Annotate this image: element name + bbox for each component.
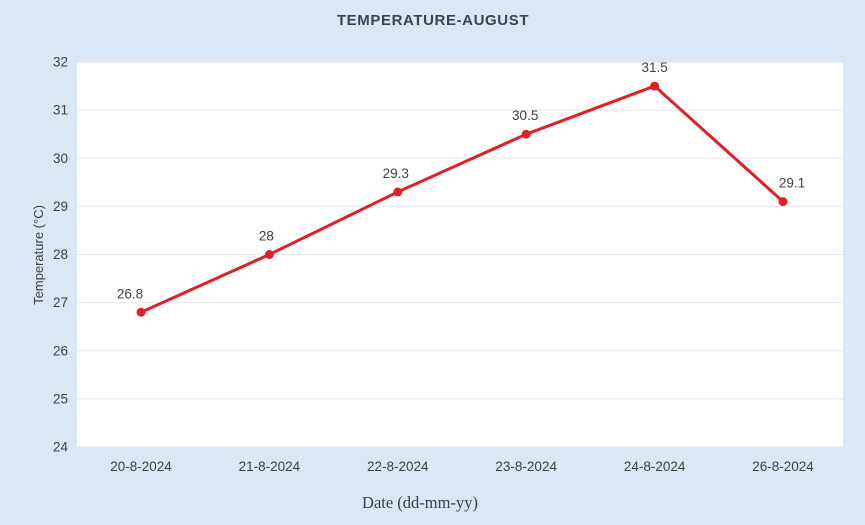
data-point-label: 29.1 [779, 176, 805, 191]
x-tick-label: 24-8-2024 [624, 459, 686, 474]
y-tick-label: 27 [53, 295, 68, 310]
plot-layer: 24 25 26 27 28 29 30 31 32 20-8-2024 21-8-2024 22-8… [53, 55, 843, 474]
data-point-marker [650, 81, 660, 91]
data-point-marker [136, 307, 146, 317]
data-point-marker [393, 187, 403, 197]
y-tick-label: 24 [53, 440, 69, 455]
data-point-label: 26.8 [117, 286, 143, 301]
data-point-label: 29.3 [383, 166, 409, 181]
y-tick-label: 30 [53, 151, 68, 166]
x-tick-label: 21-8-2024 [239, 459, 301, 474]
data-point-marker [778, 197, 788, 207]
data-point-label: 28 [259, 229, 274, 244]
x-axis-title: Date (dd-mm-yy) [362, 493, 478, 512]
x-tick-label: 23-8-2024 [495, 459, 557, 474]
y-tick-label: 29 [53, 199, 68, 214]
x-tick-label: 26-8-2024 [752, 459, 814, 474]
chart-title: TEMPERATURE-AUGUST [337, 12, 529, 29]
y-tick-label: 25 [53, 391, 68, 406]
temperature-line [139, 84, 785, 314]
y-tick-label: 32 [53, 55, 68, 70]
y-axis-title: Temperature (°C) [31, 205, 46, 305]
y-tick-label: 28 [53, 247, 68, 262]
y-tick-label: 26 [53, 343, 68, 358]
x-tick-label: 20-8-2024 [110, 459, 172, 474]
data-point-label: 30.5 [512, 108, 538, 123]
y-tick-label: 31 [53, 103, 68, 118]
data-point-label: 31.5 [641, 60, 667, 75]
data-point-marker [264, 250, 274, 259]
x-tick-label: 22-8-2024 [367, 459, 429, 474]
data-point-marker [521, 129, 531, 139]
